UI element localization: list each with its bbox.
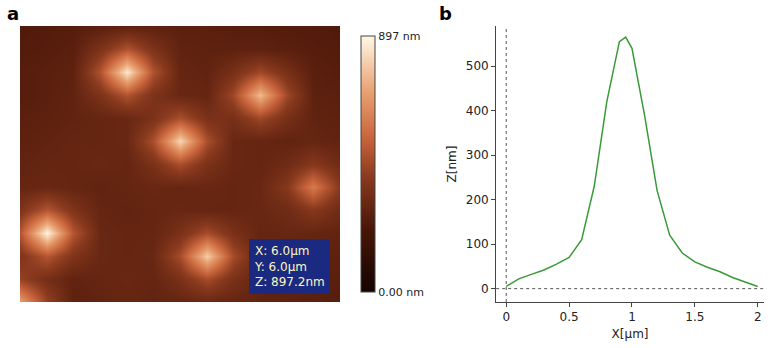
svg-text:a: a [7,3,19,24]
svg-text:1: 1 [628,310,636,324]
svg-text:100: 100 [466,237,489,251]
svg-text:0: 0 [481,282,489,296]
svg-text:b: b [439,3,452,24]
svg-text:500: 500 [466,59,489,73]
svg-text:300: 300 [466,148,489,162]
svg-text:2: 2 [754,310,762,324]
svg-text:400: 400 [466,104,489,118]
svg-text:0.00 nm: 0.00 nm [378,286,424,299]
svg-text:897 nm: 897 nm [378,30,420,43]
svg-text:0.5: 0.5 [560,310,579,324]
svg-text:X: 6.0μmY: 6.0μmZ: 897.2nm: X: 6.0μmY: 6.0μmZ: 897.2nm [254,244,325,289]
svg-text:1.5: 1.5 [685,310,704,324]
svg-text:X[μm]: X[μm] [612,327,649,341]
svg-text:Z[nm]: Z[nm] [445,146,459,183]
svg-text:200: 200 [466,193,489,207]
svg-text:0: 0 [502,310,510,324]
